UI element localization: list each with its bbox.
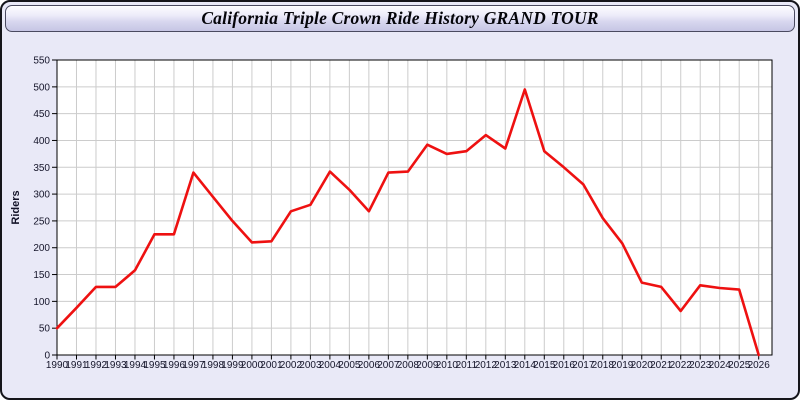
- y-tick-label: 100: [33, 297, 50, 308]
- series-line-riders: [55, 88, 761, 357]
- x-tick-label: 2023: [689, 360, 712, 371]
- x-tick-label: 2008: [397, 360, 420, 371]
- x-tick-label: 2016: [553, 360, 576, 371]
- x-tick-label: 1995: [143, 360, 166, 371]
- y-tick-label: 350: [33, 163, 50, 174]
- x-tick-label: 1990: [46, 360, 69, 371]
- y-tick-label: 550: [33, 56, 50, 67]
- x-tick-label: 2006: [358, 360, 381, 371]
- x-tick-label: 2003: [299, 360, 322, 371]
- x-tick-label: 1991: [65, 360, 88, 371]
- x-axis-ticks: [56, 355, 760, 360]
- x-tick-label: 2000: [241, 360, 264, 371]
- x-tick-label: 2025: [728, 360, 751, 371]
- y-tick-label: 200: [33, 243, 50, 254]
- x-tick-label: 1997: [182, 360, 205, 371]
- y-tick-label: 400: [33, 136, 50, 147]
- x-tick-label: 1994: [124, 360, 147, 371]
- x-tick-label: 2013: [494, 360, 517, 371]
- chart-title: California Triple Crown Ride History GRA…: [201, 8, 599, 28]
- title-bar: California Triple Crown Ride History GRA…: [5, 5, 795, 32]
- x-tick-label: 2011: [456, 360, 478, 371]
- y-axis-ticks: [52, 59, 57, 356]
- x-tick-label: 2022: [670, 360, 693, 371]
- x-tick-label: 2021: [650, 360, 673, 371]
- x-tick-label: 2019: [611, 360, 634, 371]
- x-tick-label: 1993: [104, 360, 127, 371]
- y-tick-label: 150: [33, 270, 50, 281]
- x-tick-label: 2007: [377, 360, 400, 371]
- x-tick-label: 2001: [260, 360, 283, 371]
- x-tick-label: 2015: [533, 360, 556, 371]
- x-tick-label: 2010: [436, 360, 459, 371]
- x-tick-label: 2014: [514, 360, 537, 371]
- y-axis-title: Riders: [10, 190, 22, 224]
- y-tick-label: 250: [33, 216, 50, 227]
- x-tick-label: 2005: [338, 360, 361, 371]
- x-axis-labels: 1990199119921993199419951996199719981999…: [46, 360, 770, 371]
- x-tick-label: 2002: [280, 360, 303, 371]
- plot-background: [57, 60, 772, 355]
- y-tick-label: 300: [33, 190, 50, 201]
- x-tick-label: 2018: [592, 360, 615, 371]
- x-tick-label: 2020: [631, 360, 654, 371]
- y-tick-label: 450: [33, 109, 50, 120]
- x-tick-label: 1998: [202, 360, 225, 371]
- y-axis-labels: 0 50 100 150 200 250 300 350 400 450 500 550: [33, 56, 50, 362]
- x-tick-label: 1996: [163, 360, 186, 371]
- x-tick-label: 2026: [748, 360, 771, 371]
- y-tick-label: 50: [39, 324, 51, 335]
- x-tick-label: 2012: [475, 360, 498, 371]
- x-tick-label: 1992: [85, 360, 108, 371]
- x-tick-label: 2004: [319, 360, 342, 371]
- x-tick-label: 1999: [221, 360, 244, 371]
- y-tick-label: 500: [33, 82, 50, 93]
- y-tick-label: 0: [44, 351, 50, 362]
- plot-border: [56, 59, 773, 356]
- grid-lines: [57, 60, 772, 355]
- x-tick-label: 2024: [709, 360, 732, 371]
- x-tick-label: 2009: [416, 360, 439, 371]
- x-tick-label: 2017: [572, 360, 595, 371]
